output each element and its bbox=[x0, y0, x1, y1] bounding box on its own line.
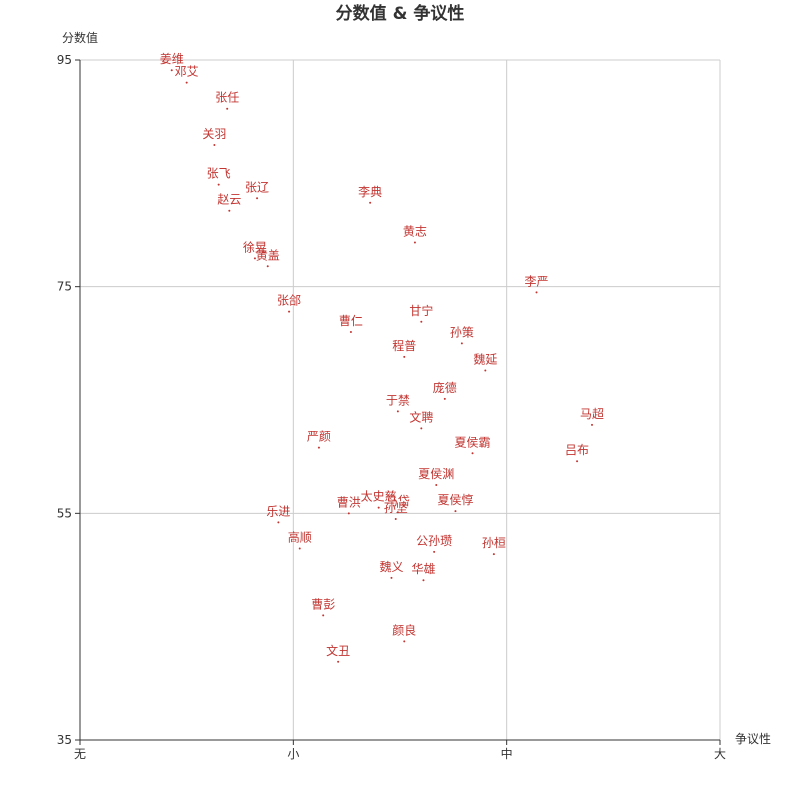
data-point-label: 太史慈 bbox=[361, 489, 397, 504]
data-point-label: 马岱 bbox=[386, 494, 410, 508]
data-point bbox=[217, 183, 220, 186]
data-point bbox=[349, 331, 352, 333]
data-point bbox=[471, 452, 474, 455]
y-tick-label: 75 bbox=[57, 280, 72, 294]
x-tick-label: 大 bbox=[714, 747, 726, 761]
data-point-label: 张郃 bbox=[277, 294, 301, 308]
data-point bbox=[390, 576, 393, 579]
data-point bbox=[347, 512, 350, 515]
data-point bbox=[394, 518, 397, 520]
data-point bbox=[420, 320, 423, 323]
data-point-label: 孙坚 bbox=[384, 501, 408, 515]
data-point bbox=[298, 547, 301, 550]
data-point-label: 程普 bbox=[392, 338, 416, 353]
data-point-label: 张飞 bbox=[207, 167, 231, 181]
data-point-label: 于禁 bbox=[386, 393, 410, 407]
data-point bbox=[337, 660, 340, 663]
data-point bbox=[253, 257, 256, 260]
x-tick-label: 小 bbox=[287, 747, 299, 761]
data-point-label: 黄盖 bbox=[256, 248, 280, 262]
data-point bbox=[396, 511, 399, 514]
data-point-label: 乐进 bbox=[266, 504, 290, 518]
data-point-label: 华雄 bbox=[411, 561, 435, 576]
data-point-label: 颜良 bbox=[392, 622, 416, 637]
data-point bbox=[369, 201, 372, 204]
data-point bbox=[403, 355, 406, 358]
chart-title: 分数值 & 争议性 bbox=[336, 3, 465, 24]
data-point-label: 姜维 bbox=[160, 52, 184, 66]
data-point-label: 魏延 bbox=[473, 352, 497, 367]
data-point bbox=[256, 197, 259, 200]
data-point-label: 夏侯霸 bbox=[455, 435, 491, 449]
data-point bbox=[288, 310, 291, 313]
data-point bbox=[535, 291, 538, 294]
x-axis-title: 争议性 bbox=[735, 732, 771, 746]
data-point bbox=[420, 427, 423, 430]
data-point-label: 魏义 bbox=[379, 559, 403, 574]
data-point bbox=[433, 550, 436, 553]
x-tick-label: 无 bbox=[74, 747, 86, 761]
data-point-label: 李典 bbox=[358, 184, 382, 199]
data-point-label: 徐晃 bbox=[243, 239, 267, 254]
data-point-label: 曹洪 bbox=[337, 495, 361, 509]
data-point bbox=[170, 69, 173, 72]
y-tick-label: 35 bbox=[57, 733, 72, 747]
data-point-label: 吕布 bbox=[565, 443, 589, 457]
data-point-label: 孙策 bbox=[450, 325, 474, 339]
data-point-label: 孙桓 bbox=[482, 535, 506, 550]
data-point bbox=[413, 241, 416, 244]
data-point bbox=[266, 265, 269, 268]
data-point bbox=[396, 410, 399, 413]
data-point-label: 黄志 bbox=[403, 224, 427, 238]
data-point bbox=[185, 81, 188, 84]
data-point bbox=[213, 144, 216, 146]
data-point-label: 文丑 bbox=[326, 643, 350, 658]
data-point bbox=[377, 506, 380, 509]
grid-lines bbox=[80, 59, 721, 740]
data-point-label: 文聘 bbox=[409, 409, 433, 424]
data-point-label: 夏侯渊 bbox=[418, 467, 454, 481]
data-point-label: 严颜 bbox=[307, 429, 331, 444]
data-point bbox=[435, 484, 438, 486]
data-point-label: 公孙瓒 bbox=[416, 534, 452, 548]
data-point bbox=[403, 640, 406, 643]
y-axis-title: 分数值 bbox=[62, 30, 98, 45]
data-point-label: 关羽 bbox=[202, 127, 226, 141]
data-point bbox=[576, 460, 579, 463]
x-tick-label: 中 bbox=[501, 746, 513, 761]
data-point bbox=[228, 209, 231, 212]
data-point bbox=[591, 423, 593, 426]
data-point-label: 曹彭 bbox=[311, 597, 335, 611]
data-point-label: 曹仁 bbox=[339, 314, 363, 328]
axes: 35 55 75 95 无 小 中 大 bbox=[57, 53, 726, 761]
data-point bbox=[443, 397, 446, 400]
data-point-label: 邓艾 bbox=[175, 65, 199, 79]
data-point-label: 甘宁 bbox=[409, 303, 433, 318]
data-point bbox=[460, 342, 463, 345]
data-point bbox=[277, 521, 280, 524]
y-tick-label: 55 bbox=[57, 506, 72, 520]
data-point-label: 夏侯惇 bbox=[437, 493, 473, 507]
data-point bbox=[422, 579, 425, 582]
data-point-label: 李严 bbox=[525, 273, 549, 288]
data-point bbox=[226, 107, 229, 110]
data-point-label: 庞德 bbox=[433, 380, 457, 395]
data-point bbox=[484, 369, 487, 372]
data-point-label: 高顺 bbox=[288, 529, 312, 544]
data-point-label: 马超 bbox=[580, 406, 604, 421]
data-point-label: 张任 bbox=[215, 91, 239, 105]
data-point bbox=[492, 553, 495, 556]
data-point bbox=[317, 446, 320, 449]
data-point-label: 赵云 bbox=[217, 193, 241, 207]
data-point bbox=[454, 510, 457, 513]
y-tick-label: 95 bbox=[57, 53, 72, 67]
data-point bbox=[322, 614, 325, 617]
data-point-label: 张辽 bbox=[245, 180, 269, 194]
